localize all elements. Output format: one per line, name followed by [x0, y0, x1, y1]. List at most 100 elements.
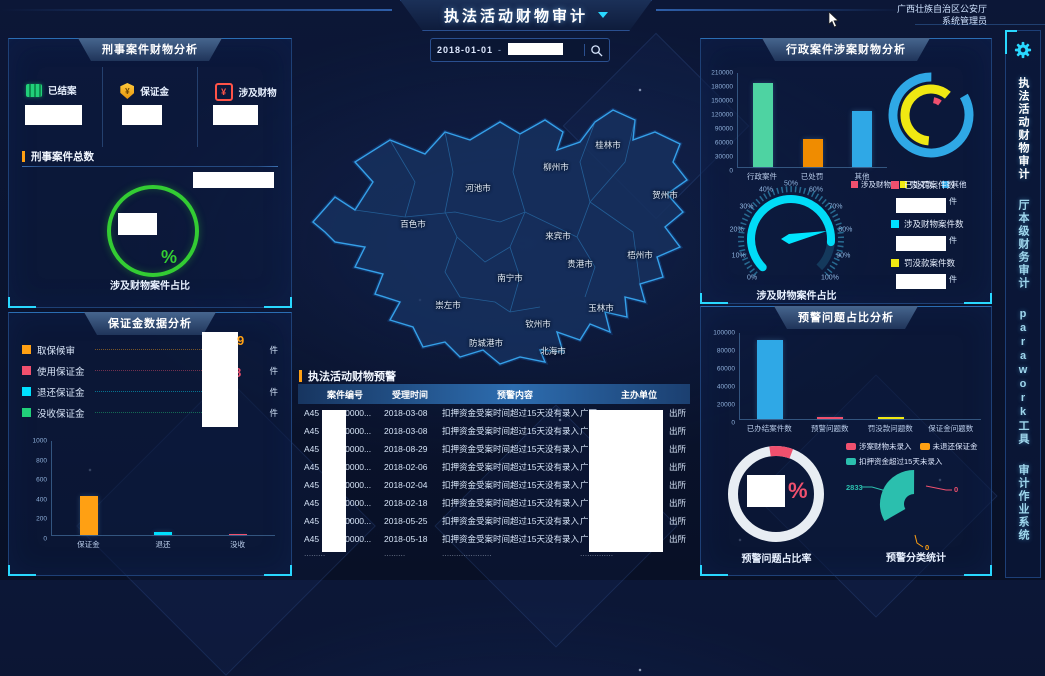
city-label[interactable]: 百色市 — [400, 219, 426, 229]
city-label[interactable]: 防城港市 — [468, 338, 504, 348]
stat-label: 涉及财物 — [238, 88, 277, 99]
sidebar-item[interactable]: 厅本级财务审计 — [1017, 199, 1029, 290]
header-decor-line — [656, 9, 906, 11]
orange-accent-bar — [22, 151, 25, 162]
table-header: 案件编号 受理时间 预警内容 主办单位 — [298, 384, 690, 404]
pie-value-label: 2833 — [846, 483, 863, 492]
case-id-prefix: A45 — [304, 480, 320, 490]
warning-ratio-panel: 预警问题占比分析 100000 80000 60000 40000 20000 0 已办结案… — [700, 306, 992, 576]
sidebar-item[interactable]: 执法活动财物审计 — [1017, 77, 1029, 181]
legend-swatch — [891, 220, 899, 228]
legend-item[interactable]: 已处罚案件数 件 — [891, 179, 987, 209]
table-row[interactable]: A45 0000... 2018-02-04 扣押资金受案时间超过15天没有录入 … — [298, 476, 690, 494]
main-title-bar[interactable]: 执法活动财物审计 — [400, 0, 652, 31]
admin-ring-chart[interactable] — [881, 65, 981, 165]
stat-property[interactable]: ¥ 涉及财物 — [196, 67, 291, 147]
warning-content: 扣押资金受案时间超过15天没有录入 — [442, 516, 579, 526]
guangxi-map[interactable]: 河池市 柳州市 桂林市贺州市百色市来宾市梧州市贵港市南宁市玉林市 崇左市钦州市防城港市… — [295, 62, 695, 367]
legend-item[interactable]: 其他 — [941, 179, 967, 190]
sidebar-item[interactable]: parawork工具 — [1017, 308, 1029, 446]
stat-closed-cases[interactable]: 已结案 — [9, 67, 102, 147]
legend-item[interactable]: 取保候审 件 — [22, 339, 278, 360]
table-row[interactable]: A45 0000... 2018-05-18 扣押资金受案时间超过15天没有录入 … — [298, 530, 690, 548]
bar[interactable] — [802, 139, 823, 167]
table-body: A45 0000... 2018-03-08 扣押资金受案时间超过15天没有录入 … — [298, 404, 690, 557]
case-id-suffix: 0000... — [345, 462, 372, 472]
legend-item[interactable]: 罚没款案件数 件 — [891, 257, 987, 287]
bar[interactable] — [817, 417, 844, 419]
chevron-down-icon[interactable] — [598, 12, 608, 18]
table-row[interactable]: A45 0000... 2018-02-06 扣押资金受案时间超过15天没有录入 … — [298, 458, 690, 476]
city-label[interactable]: 柳州市 — [543, 162, 569, 172]
legend-item[interactable]: 涉案财物未录入 — [846, 441, 912, 452]
city-label[interactable]: 南宁市 — [497, 273, 523, 283]
bar[interactable] — [757, 339, 784, 419]
city-label[interactable]: 贵港市 — [567, 259, 593, 269]
legend-item[interactable]: 罚没款 — [900, 179, 933, 190]
admin-bar-chart[interactable]: 210000 180000 150000 120000 90000 60000 30000 0… — [707, 70, 887, 185]
bar[interactable] — [228, 534, 247, 535]
criminal-percent-ring — [107, 185, 199, 277]
col-header: 主办单位 — [620, 389, 657, 400]
legend-item[interactable]: 未退还保证金 — [919, 441, 978, 452]
redaction-box — [508, 43, 563, 55]
legend-item[interactable]: 没收保证金 件 — [22, 402, 278, 423]
bar[interactable] — [877, 416, 904, 419]
legend-item[interactable]: 退还保证金 件 — [22, 381, 278, 402]
city-label[interactable]: 北海市 — [540, 346, 566, 356]
city-label[interactable]: 贺州市 — [652, 190, 678, 200]
table-row[interactable]: A45 0000... 2018-02-18 扣押资金受案时间超过15天没有录入 … — [298, 494, 690, 512]
user-role[interactable]: 系统管理员 — [941, 16, 987, 26]
bar[interactable] — [852, 111, 873, 167]
org-prefix: 广西 — [580, 515, 597, 527]
legend-swatch — [851, 181, 858, 188]
legend-label: 没收保证金 — [37, 408, 85, 420]
bar[interactable] — [80, 496, 99, 535]
city-label[interactable]: 玉林市 — [588, 303, 614, 313]
redaction-box — [122, 105, 162, 125]
org-suffix: 出所 — [669, 408, 687, 418]
panel-title: 预警问题占比分析 — [774, 306, 918, 329]
city-label[interactable]: 钦州市 — [525, 319, 551, 329]
redaction-box — [193, 172, 274, 188]
table-row[interactable]: A45 0000... 2018-03-08 扣押资金受案时间超过15天没有录入 … — [298, 404, 690, 422]
start-date-value[interactable]: 2018-01-01 — [437, 45, 494, 55]
org-prefix: .............. — [580, 548, 614, 557]
case-id-prefix: A45 — [304, 462, 320, 472]
gear-icon[interactable] — [1014, 41, 1032, 59]
gauge-svg — [738, 186, 844, 277]
search-icon[interactable] — [590, 44, 603, 57]
legend-label: 使用保证金 — [37, 366, 85, 378]
legend-label: 未退还保证金 — [932, 442, 978, 451]
redaction-box — [25, 105, 82, 125]
legend-unit: 件 — [269, 365, 278, 376]
table-row[interactable]: A45 0000... 2018-08-29 扣押资金受案时间超过15天没有录入 … — [298, 440, 690, 458]
city-label[interactable]: 桂林市 — [595, 140, 621, 150]
bar[interactable] — [154, 532, 173, 535]
city-label[interactable]: 来宾市 — [545, 231, 571, 241]
warning-content: 扣押资金受案时间超过15天没有录入 — [442, 534, 579, 544]
section-divider — [22, 166, 278, 167]
legend-item[interactable]: 涉及财物案件数 件 — [891, 218, 987, 248]
sidebar-menu: 执法活动财物审计厅本级财务审计 parawork工具审计作业系统 — [1015, 77, 1031, 542]
table-row[interactable]: A45 0000... 2018-05-25 扣押资金受案时间超过15天没有录入 … — [298, 512, 690, 530]
property-yuan-icon: ¥ — [214, 83, 233, 101]
warning-content: 扣押资金受案时间超过15天没有录入 — [442, 444, 579, 454]
pie-svg[interactable] — [869, 459, 959, 549]
city-label[interactable]: 河池市 — [465, 183, 491, 193]
legend-item[interactable]: 扣押资金超过15天未录入 — [846, 456, 942, 467]
bar[interactable] — [752, 82, 773, 167]
table-row[interactable]: ......... ......... ....................… — [298, 548, 690, 557]
legend-item[interactable]: 使用保证金 件 — [22, 360, 278, 381]
warning-bar-chart[interactable]: 100000 80000 60000 40000 20000 0 已办结案件数 预警问题数 罚没… — [709, 330, 981, 437]
table-row[interactable]: A45 0000... 2018-03-08 扣押资金受案时间超过15天没有录入 … — [298, 422, 690, 440]
pie-value-label: 0 — [954, 485, 959, 494]
city-label[interactable]: 崇左市 — [435, 300, 461, 310]
stat-label: 已结案 — [48, 86, 77, 97]
legend-item[interactable]: 涉及财物 — [851, 179, 891, 190]
city-label[interactable]: 梧州市 — [627, 250, 653, 260]
sidebar-item[interactable]: 审计作业系统 — [1017, 464, 1029, 542]
case-id-suffix: 0000... — [345, 498, 372, 508]
stat-deposit[interactable]: ¥ 保证金 — [102, 67, 196, 147]
deposit-bar-chart[interactable]: 1000 800 600 400 200 0 保证金 退还 没收 — [21, 438, 275, 553]
